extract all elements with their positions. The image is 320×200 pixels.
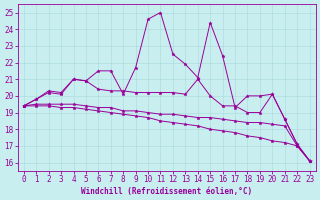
X-axis label: Windchill (Refroidissement éolien,°C): Windchill (Refroidissement éolien,°C) xyxy=(81,187,252,196)
